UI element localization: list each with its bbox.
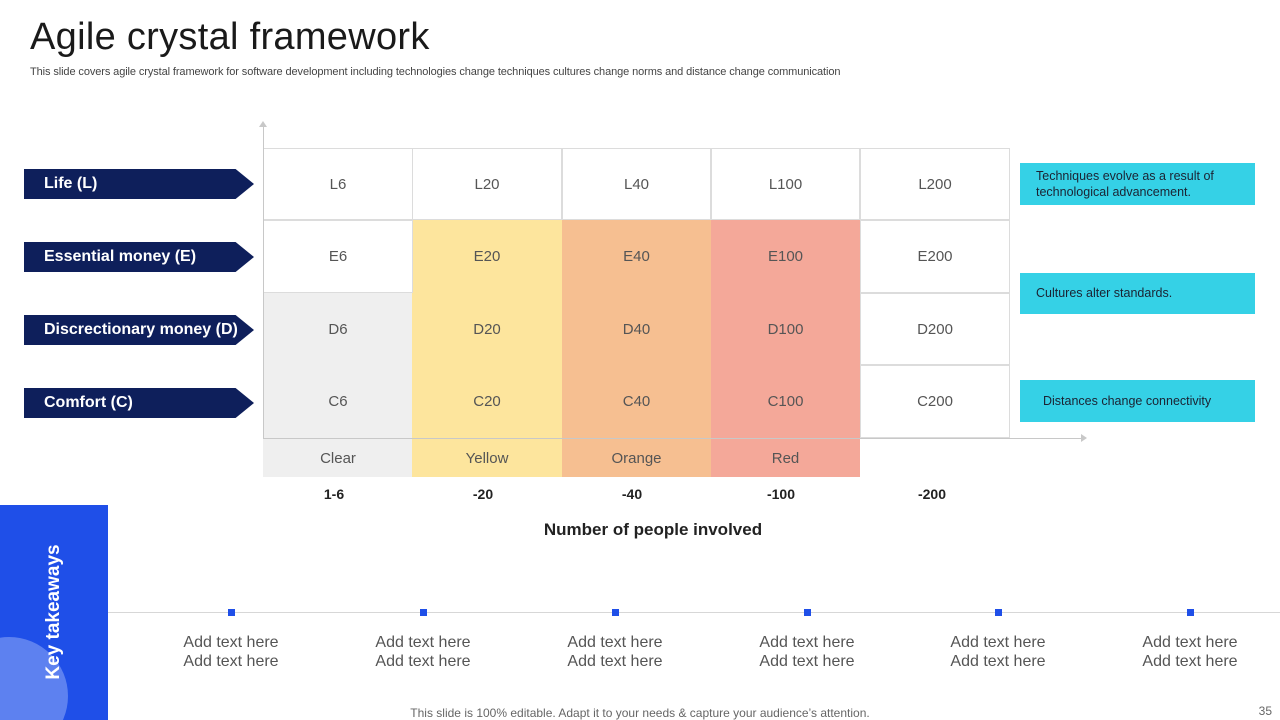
takeaway-line: Add text here (950, 653, 1046, 670)
matrix-cell: L6 (263, 148, 413, 220)
x-tick-label: 1-6 (323, 486, 345, 502)
page-number: 35 (1258, 704, 1272, 718)
callout-text: Cultures alter standards. (1036, 286, 1173, 301)
color-band-orange (562, 220, 711, 477)
x-tick-label: -40 (621, 486, 643, 502)
matrix-cell: E40 (623, 248, 650, 265)
matrix-cell: D6 (328, 320, 348, 338)
callout-distances: Distances change connectivity (1020, 380, 1255, 422)
x-axis-arrow-icon (1081, 434, 1087, 442)
y-axis-arrow-icon (259, 121, 267, 127)
color-band-red (711, 220, 860, 477)
x-axis-line (263, 438, 1083, 439)
matrix-cell: D200 (860, 293, 1010, 365)
matrix-cell: D40 (622, 320, 651, 338)
x-tick-label: -20 (472, 486, 494, 502)
x-axis-title: Number of people involved (543, 520, 763, 539)
takeaway-line: Add text here (1142, 634, 1238, 651)
matrix-cell: D20 (473, 320, 501, 338)
matrix-cell: L40 (562, 148, 711, 220)
slide-title: Agile crystal framework (30, 16, 430, 58)
matrix-cell: E6 (263, 220, 413, 293)
timeline-dot-icon (804, 609, 811, 616)
takeaway-text: Add text here Add text here (151, 633, 311, 671)
band-label: Yellow (465, 450, 509, 467)
takeaway-text: Add text here Add text here (918, 633, 1078, 671)
takeaway-text: Add text here Add text here (535, 633, 695, 671)
takeaway-text: Add text here Add text here (1110, 633, 1270, 671)
color-band-clear (263, 293, 413, 477)
takeaway-line: Add text here (759, 653, 855, 670)
x-tick-label: -100 (766, 486, 796, 502)
takeaway-text: Add text here Add text here (343, 633, 503, 671)
callout-cultures: Cultures alter standards. (1020, 273, 1255, 314)
timeline-dot-icon (995, 609, 1002, 616)
row-label: Discrectionary money (D) (24, 315, 254, 345)
matrix-cell: D100 (767, 320, 804, 338)
matrix-cell: C100 (767, 393, 804, 410)
row-label: Essential money (E) (24, 242, 254, 272)
row-label: Comfort (C) (24, 388, 254, 418)
matrix-cell: C40 (622, 393, 651, 410)
matrix-cell: E100 (767, 248, 804, 265)
takeaway-text: Add text here Add text here (727, 633, 887, 671)
color-band-yellow (412, 220, 562, 477)
takeaway-line: Add text here (183, 634, 279, 651)
takeaway-line: Add text here (375, 634, 471, 651)
takeaway-line: Add text here (567, 653, 663, 670)
timeline-dot-icon (612, 609, 619, 616)
matrix-cell: C200 (860, 365, 1010, 438)
takeaway-line: Add text here (375, 653, 471, 670)
band-label: Red (771, 450, 800, 467)
takeaway-line: Add text here (1142, 653, 1238, 670)
takeaways-timeline (108, 612, 1280, 613)
matrix-cell: C6 (328, 393, 348, 410)
band-label: Orange (611, 450, 662, 467)
takeaway-line: Add text here (759, 634, 855, 651)
matrix-cell: L20 (412, 148, 562, 220)
callout-techniques: Techniques evolve as a result of technol… (1020, 163, 1255, 205)
timeline-dot-icon (228, 609, 235, 616)
slide-subtitle: This slide covers agile crystal framewor… (30, 66, 841, 78)
takeaway-line: Add text here (183, 653, 279, 670)
takeaway-line: Add text here (567, 634, 663, 651)
matrix-cell: E200 (860, 220, 1010, 293)
timeline-dot-icon (1187, 609, 1194, 616)
callout-text: Techniques evolve as a result of technol… (1036, 168, 1214, 199)
takeaway-line: Add text here (950, 634, 1046, 651)
x-tick-label: -200 (917, 486, 947, 502)
timeline-dot-icon (420, 609, 427, 616)
band-label: Clear (320, 450, 356, 467)
y-axis-line (263, 126, 264, 439)
matrix-cell: L100 (711, 148, 860, 220)
matrix-cell: C20 (473, 393, 501, 410)
matrix-cell: E20 (473, 248, 501, 265)
callout-text: Distances change connectivity (1043, 393, 1212, 408)
key-takeaways-title: Key takeaways (43, 544, 64, 680)
key-takeaways-panel (0, 505, 108, 720)
matrix-cell: L200 (860, 148, 1010, 220)
footer-note: This slide is 100% editable. Adapt it to… (410, 706, 870, 720)
row-label: Life (L) (24, 169, 254, 199)
